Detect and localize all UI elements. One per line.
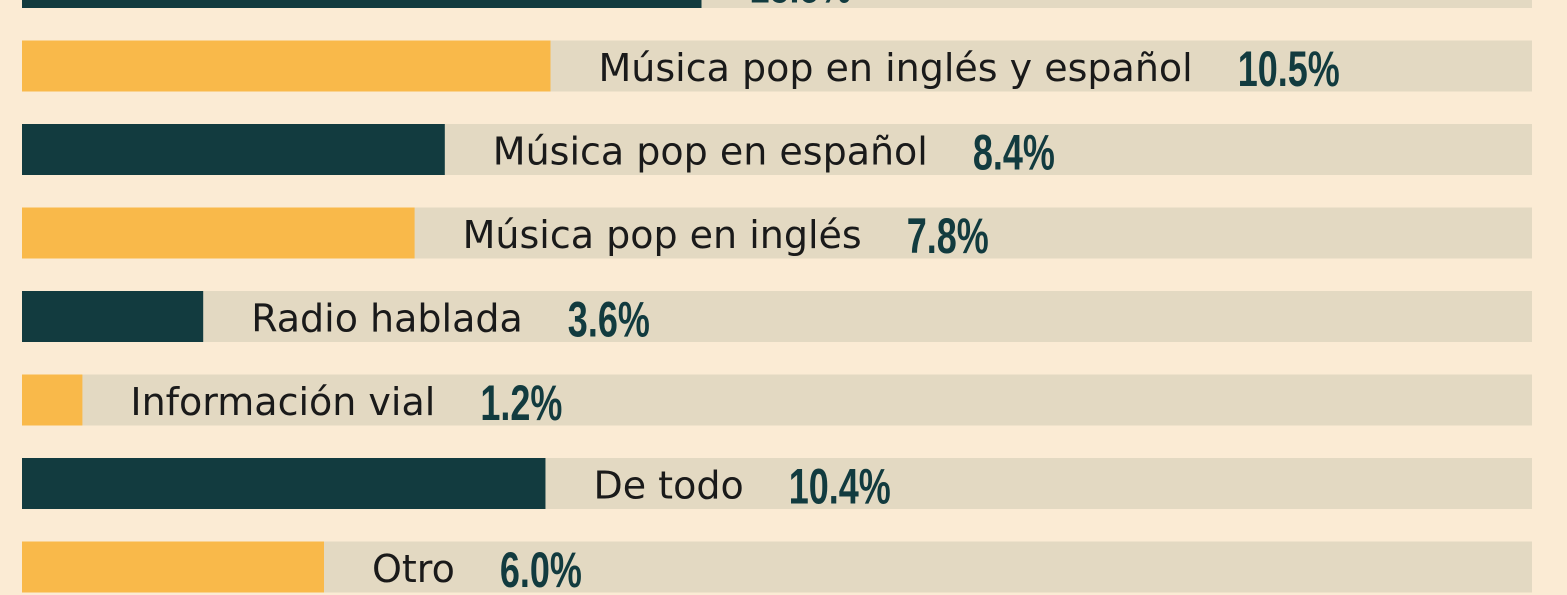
category-label: Radio hablada	[251, 297, 523, 341]
value-label: 8.4%	[973, 126, 1055, 181]
category-label: Información vial	[130, 380, 435, 424]
value-label: 10.5%	[1238, 42, 1340, 97]
bar-track	[22, 374, 1532, 426]
value-label: 10.4%	[789, 460, 891, 515]
bar	[22, 291, 204, 342]
bar-track	[22, 291, 1532, 342]
category-label: Música pop en inglés y español	[599, 46, 1193, 90]
value-label: 6.0%	[500, 543, 582, 595]
category-label: De todo	[593, 464, 743, 508]
bar	[22, 458, 546, 509]
category-label: Música pop en español	[493, 130, 928, 174]
category-label: Otro	[372, 547, 455, 591]
value-label: 1.2%	[480, 376, 562, 431]
bar	[22, 0, 702, 8]
value-label: 7.8%	[907, 209, 989, 264]
value-label: 13.5%	[749, 0, 851, 14]
bar	[22, 40, 551, 92]
value-label: 3.6%	[568, 293, 650, 348]
bar	[22, 207, 415, 259]
bar	[22, 541, 324, 593]
bar	[22, 374, 83, 426]
bar	[22, 124, 445, 175]
bar-track	[22, 0, 1532, 8]
category-label: Música pop en inglés	[463, 213, 862, 257]
